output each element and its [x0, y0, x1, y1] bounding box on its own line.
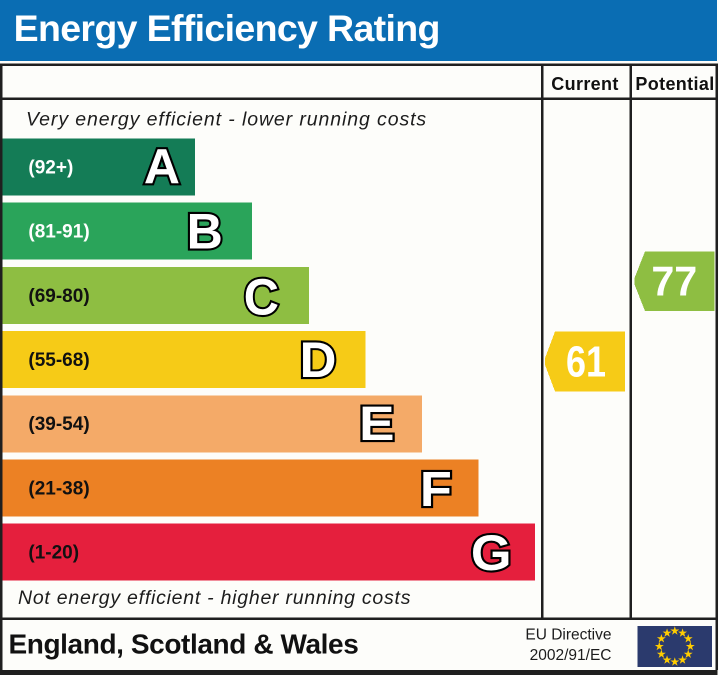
svg-text:A: A — [144, 140, 180, 194]
svg-text:Energy Efficiency Rating: Energy Efficiency Rating — [14, 7, 440, 49]
svg-text:G: G — [471, 525, 512, 581]
svg-text:C: C — [244, 269, 279, 326]
svg-text:Not energy efficient - higher: Not energy efficient - higher running co… — [18, 587, 411, 609]
svg-text:Current: Current — [551, 74, 618, 94]
svg-text:F: F — [420, 462, 452, 517]
svg-text:2002/91/EC: 2002/91/EC — [530, 647, 612, 664]
svg-text:(1-20): (1-20) — [28, 543, 79, 564]
svg-text:E: E — [359, 398, 394, 451]
svg-text:(92+): (92+) — [28, 157, 73, 178]
svg-text:Potential: Potential — [635, 74, 714, 94]
svg-text:Very energy efficient - lower: Very energy efficient - lower running co… — [26, 109, 427, 131]
svg-text:61: 61 — [566, 339, 606, 387]
svg-text:(69-80): (69-80) — [28, 286, 89, 307]
svg-text:England, Scotland & Wales: England, Scotland & Wales — [9, 629, 359, 660]
svg-text:(21-38): (21-38) — [28, 478, 89, 499]
svg-text:(55-68): (55-68) — [28, 350, 89, 371]
svg-text:B: B — [187, 203, 223, 259]
svg-text:EU Directive: EU Directive — [525, 627, 611, 644]
svg-text:D: D — [300, 332, 337, 388]
svg-text:(39-54): (39-54) — [28, 414, 89, 435]
svg-text:77: 77 — [651, 258, 697, 304]
svg-text:(81-91): (81-91) — [28, 222, 89, 243]
